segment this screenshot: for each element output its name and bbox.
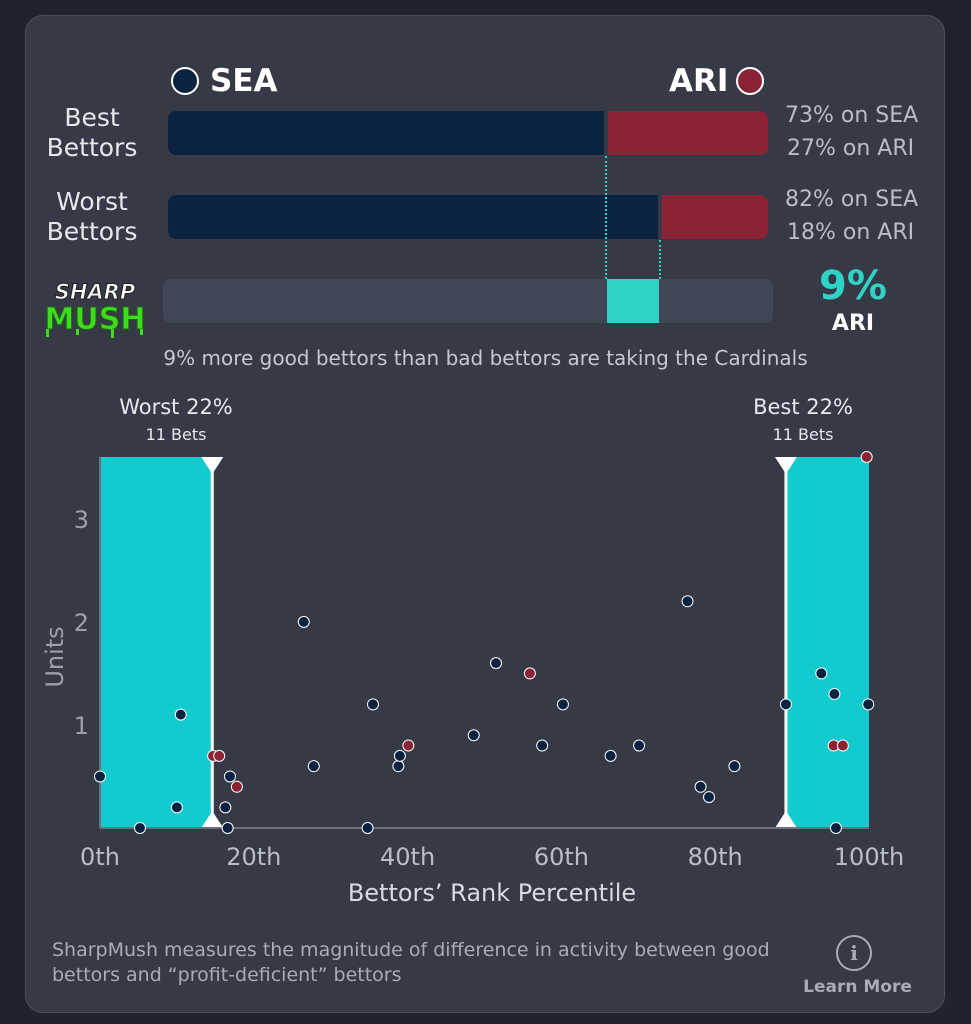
sharpmush-delta-bar (607, 279, 659, 323)
best-bettors-label: Best Bettors (46, 103, 138, 162)
worst-split-connector (659, 240, 661, 279)
sea-color-dot (171, 67, 199, 95)
logo-word-sharp: SHARP (55, 280, 136, 304)
worst-bettors-sea-pct: 82% on SEA (785, 187, 919, 212)
best-split-connector (605, 156, 607, 279)
logo-word-mush: MUSH (45, 302, 146, 337)
worst-zone-title: Worst 22% (119, 395, 233, 419)
best-bettors-sea-pct: 73% on SEA (785, 103, 919, 128)
learn-more-link[interactable]: Learn More (803, 977, 912, 997)
sharpmush-delta-team: ARI (831, 311, 875, 336)
team-left-name: SEA (210, 63, 278, 99)
worst-bettors-label: Worst Bettors (46, 187, 138, 246)
team-right-name: ARI (669, 63, 729, 99)
sharpmush-summary: 9% more good bettors than bad bettors ar… (163, 346, 808, 370)
ari-color-dot (736, 67, 764, 95)
worst-bettors-ari-pct: 18% on ARI (787, 220, 915, 245)
sharpmush-delta-track (163, 279, 773, 323)
sharpmush-logo: SHARP MUSH (44, 280, 146, 338)
best-zone-title: Best 22% (753, 395, 853, 419)
worst-zone-bet-count: 11 Bets (145, 425, 207, 444)
best-bettors-sea-bar (168, 111, 604, 155)
footer-description: SharpMush measures the magnitude of diff… (52, 939, 770, 986)
info-icon[interactable]: i (836, 935, 872, 971)
best-bettors-ari-bar (608, 111, 768, 155)
best-bettors-ari-pct: 27% on ARI (787, 136, 915, 161)
worst-bettors-ari-bar (662, 195, 768, 239)
sharpmush-delta-pct: 9% (819, 263, 887, 309)
worst-bettors-sea-bar (168, 195, 658, 239)
best-zone-bet-count: 11 Bets (772, 425, 834, 444)
